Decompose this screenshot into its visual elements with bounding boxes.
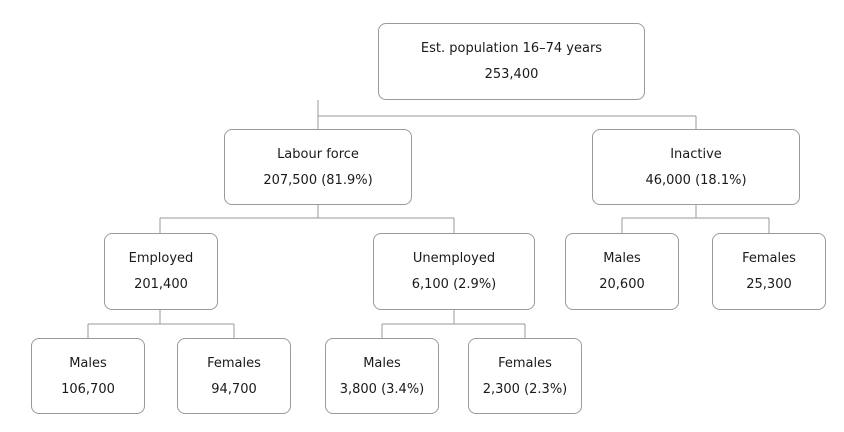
node-label: Inactive — [670, 146, 722, 162]
node-labour-force: Labour force 207,500 (81.9%) — [224, 129, 412, 205]
node-value: 207,500 (81.9%) — [263, 172, 373, 188]
node-label: Males — [69, 355, 107, 371]
node-employed: Employed 201,400 — [104, 233, 218, 310]
node-value: 253,400 — [484, 67, 539, 82]
node-label: Est. population 16–74 years — [420, 41, 603, 56]
node-employed-females: Females 94,700 — [177, 338, 291, 414]
node-unemployed-males: Males 3,800 (3.4%) — [325, 338, 439, 414]
node-employed-males: Males 106,700 — [31, 338, 145, 414]
node-label: Females — [498, 355, 552, 371]
node-label: Unemployed — [412, 251, 496, 266]
node-label: Males — [603, 251, 641, 266]
node-inactive-males: Males 20,600 — [565, 233, 679, 310]
node-value: 201,400 — [134, 277, 188, 292]
node-value: 94,700 — [211, 381, 257, 397]
node-value: 2,300 (2.3%) — [482, 381, 568, 397]
node-label: Labour force — [277, 146, 359, 162]
node-value: 6,100 (2.9%) — [411, 277, 497, 292]
node-value: 25,300 — [746, 277, 792, 292]
node-label: Males — [363, 355, 401, 371]
node-label: Females — [742, 251, 796, 266]
node-label: Employed — [128, 251, 194, 266]
node-value: 20,600 — [599, 277, 645, 292]
node-value: 106,700 — [61, 381, 115, 397]
node-unemployed-females: Females 2,300 (2.3%) — [468, 338, 582, 414]
node-label: Females — [207, 355, 261, 371]
node-inactive-females: Females 25,300 — [712, 233, 826, 310]
node-value: 46,000 (18.1%) — [645, 172, 747, 188]
node-unemployed: Unemployed 6,100 (2.9%) — [373, 233, 535, 310]
node-value: 3,800 (3.4%) — [339, 381, 425, 397]
node-root: Est. population 16–74 years 253,400 — [378, 23, 645, 100]
node-inactive: Inactive 46,000 (18.1%) — [592, 129, 800, 205]
